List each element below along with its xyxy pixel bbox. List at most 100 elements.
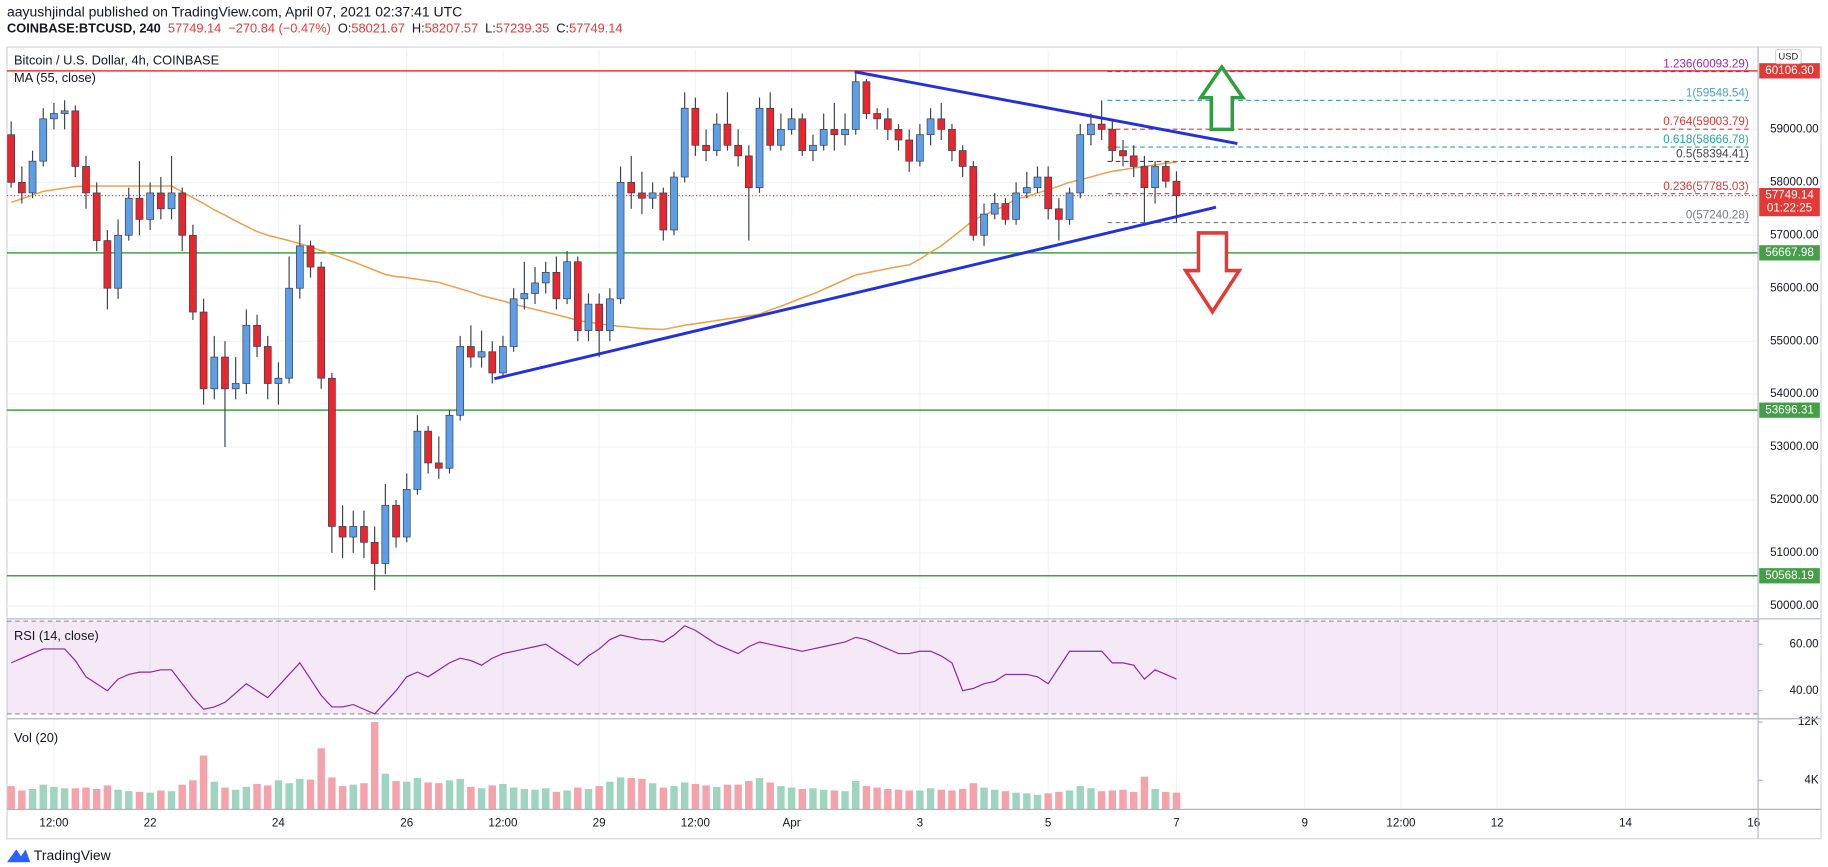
- volume-bar: [755, 778, 764, 810]
- candle-body: [766, 107, 775, 146]
- candle-body: [787, 118, 796, 130]
- volume-bar: [595, 786, 603, 810]
- volume-bar: [1044, 793, 1052, 810]
- candle-body: [28, 160, 37, 194]
- y-tick-label: 55000.00: [1770, 334, 1819, 347]
- candle-body: [338, 526, 347, 538]
- candle-body: [1076, 134, 1085, 194]
- volume-bar: [285, 783, 293, 810]
- currency: USD: [1779, 51, 1799, 61]
- candle-body: [1119, 150, 1127, 157]
- candle-body: [231, 383, 240, 390]
- candle-body: [146, 192, 154, 220]
- candle-body: [178, 192, 187, 236]
- volume-bar: [18, 790, 26, 810]
- candle-body: [616, 181, 625, 300]
- y-tick-label: 51000.00: [1770, 546, 1819, 559]
- candle-body: [1161, 166, 1170, 182]
- publisher: aayushjindal published on TradingView.co…: [7, 4, 462, 20]
- volume-bar: [424, 782, 432, 810]
- x-tick-label: 22: [144, 817, 157, 830]
- candle-body: [306, 245, 315, 268]
- rsi-line: [10, 625, 1177, 715]
- candle-body: [1097, 123, 1106, 130]
- candle-body: [1001, 203, 1010, 220]
- fib-label: 0.764(59003.79): [1663, 115, 1749, 128]
- volume-bar: [349, 784, 358, 810]
- candle-body: [477, 351, 486, 358]
- x-tick-label: 12:00: [1386, 817, 1416, 830]
- frame: [6, 46, 1822, 840]
- volume-bar: [916, 790, 924, 810]
- volume-bar: [574, 787, 582, 810]
- volume-bar: [638, 778, 646, 810]
- volume-bar: [1129, 791, 1138, 810]
- fib-label: 0.5(58394.41): [1676, 147, 1749, 160]
- volume-bar: [189, 780, 197, 810]
- volume-bar: [777, 786, 785, 810]
- candle-body: [7, 134, 16, 183]
- candle-body: [531, 282, 539, 294]
- volume-bar: [787, 787, 796, 810]
- volume-bar: [873, 787, 881, 810]
- volume-bar: [1172, 792, 1181, 810]
- candle-body: [124, 197, 133, 236]
- volume-bar: [1119, 789, 1127, 810]
- x-tick-label: 3: [917, 817, 923, 830]
- volume-bar: [691, 783, 700, 810]
- volume-bar: [948, 790, 956, 810]
- x-tick-label: Apr: [783, 817, 801, 830]
- x-tick-label: 29: [593, 817, 606, 830]
- candle-body: [328, 377, 336, 527]
- candle-body: [670, 176, 678, 231]
- volume-bar: [317, 748, 325, 810]
- x-tick-label: 26: [400, 817, 413, 830]
- candle-body: [648, 192, 657, 199]
- candle-body: [980, 213, 988, 236]
- volume-bar: [1140, 776, 1149, 810]
- volume-bar: [467, 786, 475, 810]
- last: 57749.14: [168, 21, 221, 36]
- volume-bar: [413, 778, 422, 810]
- change: −270.84 (−0.47%): [228, 21, 331, 36]
- candle-body: [905, 139, 914, 162]
- candle-body: [1065, 192, 1074, 220]
- volume-bar: [242, 786, 251, 810]
- y-tick-label: 50000.00: [1770, 599, 1819, 612]
- trendline: [854, 70, 1238, 145]
- candle-body: [563, 261, 571, 300]
- fib-label: 1(59548.54): [1686, 86, 1749, 99]
- volume-bar: [819, 789, 828, 810]
- rsi-tick-label: 60.00: [1790, 637, 1820, 650]
- x-tick-label: 12:00: [488, 817, 518, 830]
- volume-bar: [670, 786, 678, 810]
- candle-body: [958, 150, 967, 167]
- candle-body: [1129, 155, 1138, 167]
- candle-body: [285, 287, 293, 379]
- volume-bar: [71, 788, 80, 810]
- volume-bar: [392, 781, 400, 810]
- rsi-band: [6, 621, 1759, 714]
- volume-bar: [1001, 791, 1010, 810]
- candle-body: [167, 192, 176, 210]
- volume-bar: [1065, 790, 1074, 810]
- volume-bar: [798, 789, 807, 810]
- candle-body: [883, 118, 892, 130]
- volume-bar: [82, 787, 90, 810]
- candle-body: [734, 144, 742, 157]
- volume-bar: [125, 791, 133, 810]
- y-tick-label: 57000.00: [1770, 228, 1819, 241]
- trendline: [494, 205, 1217, 381]
- volume-bar: [1055, 791, 1063, 810]
- volume-bar: [167, 791, 176, 810]
- volume-bar: [852, 781, 860, 810]
- volume-bar: [862, 786, 871, 810]
- volume-bar: [659, 787, 668, 810]
- x-tick-label: 12: [1491, 817, 1504, 830]
- volume-bar: [627, 778, 635, 810]
- ohlc-key: O:: [338, 21, 352, 36]
- volume-bar: [1151, 789, 1159, 810]
- volume-bar: [221, 787, 229, 810]
- x-tick-label: 14: [1619, 817, 1632, 830]
- candle-body: [253, 324, 261, 347]
